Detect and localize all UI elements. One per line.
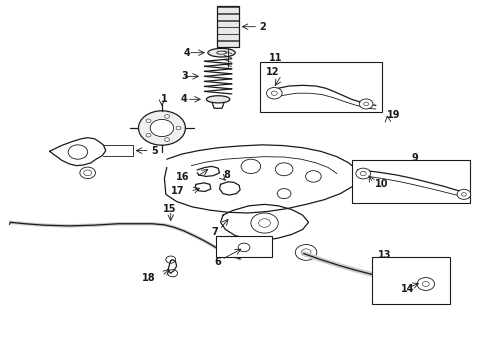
Circle shape — [418, 279, 438, 293]
Text: 3: 3 — [181, 71, 188, 81]
Text: 16: 16 — [175, 172, 189, 182]
Circle shape — [422, 282, 429, 287]
Circle shape — [277, 189, 291, 199]
Circle shape — [68, 145, 88, 159]
Circle shape — [80, 167, 96, 179]
Circle shape — [139, 111, 185, 145]
Circle shape — [168, 270, 177, 277]
Text: 10: 10 — [375, 179, 389, 189]
Bar — [217, 34, 239, 40]
Circle shape — [165, 114, 170, 118]
Text: 8: 8 — [223, 170, 230, 180]
Text: 7: 7 — [212, 227, 219, 237]
Circle shape — [146, 119, 151, 123]
Text: 14: 14 — [401, 284, 415, 294]
Circle shape — [462, 193, 466, 196]
Text: 15: 15 — [163, 204, 176, 215]
Circle shape — [359, 99, 373, 109]
Text: 12: 12 — [266, 67, 279, 77]
Circle shape — [176, 126, 181, 130]
Circle shape — [364, 102, 368, 106]
Text: 6: 6 — [215, 257, 221, 267]
Bar — [217, 6, 239, 47]
Circle shape — [241, 159, 261, 174]
Circle shape — [166, 256, 175, 263]
Bar — [260, 62, 382, 112]
Text: 17: 17 — [171, 186, 184, 197]
Bar — [217, 21, 239, 27]
Ellipse shape — [217, 51, 226, 54]
Circle shape — [295, 244, 317, 260]
Text: 4: 4 — [184, 48, 190, 58]
Circle shape — [267, 87, 282, 99]
Bar — [216, 235, 272, 257]
Circle shape — [360, 171, 366, 176]
Circle shape — [424, 283, 432, 289]
Circle shape — [301, 249, 311, 256]
Bar — [217, 41, 239, 47]
Text: 19: 19 — [387, 111, 400, 121]
Circle shape — [259, 219, 270, 227]
Text: 11: 11 — [269, 53, 282, 63]
Text: 4: 4 — [181, 94, 188, 104]
Circle shape — [251, 213, 278, 233]
Ellipse shape — [206, 96, 230, 103]
Text: 1: 1 — [161, 94, 168, 104]
Circle shape — [275, 163, 293, 176]
Text: 13: 13 — [378, 250, 392, 260]
Circle shape — [238, 243, 250, 252]
Circle shape — [150, 120, 173, 136]
Text: 5: 5 — [151, 145, 158, 156]
Circle shape — [306, 171, 321, 182]
Text: 9: 9 — [411, 153, 418, 163]
Circle shape — [146, 133, 151, 137]
Bar — [352, 160, 470, 203]
Circle shape — [417, 278, 435, 291]
Bar — [217, 14, 239, 20]
Bar — [372, 257, 450, 304]
Circle shape — [356, 168, 370, 179]
Circle shape — [84, 170, 92, 176]
Bar — [217, 7, 239, 13]
Circle shape — [271, 91, 277, 95]
Circle shape — [165, 138, 170, 141]
Ellipse shape — [208, 48, 235, 57]
Text: 2: 2 — [260, 22, 267, 32]
Text: 18: 18 — [143, 273, 156, 283]
Bar — [217, 27, 239, 33]
Circle shape — [457, 189, 471, 199]
